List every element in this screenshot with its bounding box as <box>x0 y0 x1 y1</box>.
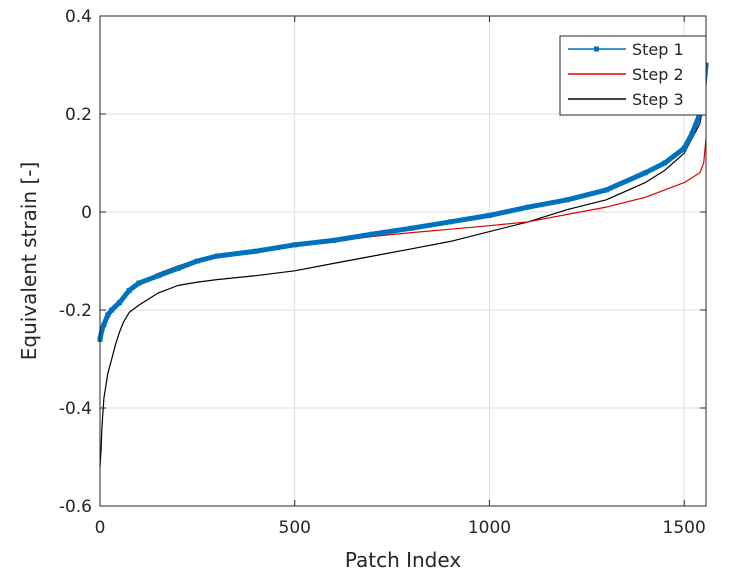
legend-marker <box>594 46 599 52</box>
y-tick-label: 0 <box>81 203 92 223</box>
series-marker <box>331 237 337 243</box>
series-marker <box>175 265 181 271</box>
series-marker <box>105 312 111 318</box>
series-marker <box>101 322 107 328</box>
x-tick-label: 1000 <box>468 518 511 538</box>
series-marker <box>564 197 570 203</box>
y-tick-label: -0.4 <box>59 399 92 419</box>
legend-label: Step 1 <box>632 40 684 59</box>
y-tick-label: 0.4 <box>65 7 92 27</box>
series-marker <box>681 145 687 151</box>
series-marker <box>126 287 132 293</box>
series-marker <box>109 307 115 313</box>
series-marker <box>689 131 695 137</box>
x-tick-label: 1500 <box>663 518 706 538</box>
x-tick-label: 0 <box>95 518 106 538</box>
series-marker <box>642 170 648 176</box>
series-marker <box>662 160 668 166</box>
y-tick-label: -0.2 <box>59 301 92 321</box>
series-line-step-3 <box>99 69 707 468</box>
y-tick-label: -0.6 <box>59 497 92 517</box>
series-marker <box>99 327 105 333</box>
series-marker <box>253 248 259 254</box>
series-marker <box>194 258 200 264</box>
axis-ticks: 0 500 1000 1500 -0.6 -0.4 -0.2 0 0.2 0.4 <box>59 7 706 538</box>
legend: Step 1 Step 2 Step 3 <box>559 35 707 116</box>
y-tick-label: 0.2 <box>65 105 92 125</box>
legend-label: Step 3 <box>632 90 684 109</box>
series-marker <box>214 253 220 259</box>
legend-label: Step 2 <box>632 65 684 84</box>
x-tick-label: 500 <box>279 518 311 538</box>
series-marker <box>409 225 415 231</box>
series-marker <box>486 212 492 218</box>
series-line-step-2 <box>99 137 707 336</box>
series-lines <box>97 62 709 468</box>
plot-area-frame <box>99 15 707 507</box>
series-marker <box>603 187 609 193</box>
series-marker <box>370 231 376 237</box>
series-marker <box>448 219 454 225</box>
series-marker <box>292 242 298 248</box>
series-marker <box>116 300 122 306</box>
x-axis-label: Patch Index <box>345 548 462 572</box>
series-marker <box>155 273 161 279</box>
series-marker <box>525 204 531 210</box>
series-marker <box>136 280 142 286</box>
y-axis-label: Equivalent strain [-] <box>17 162 41 361</box>
